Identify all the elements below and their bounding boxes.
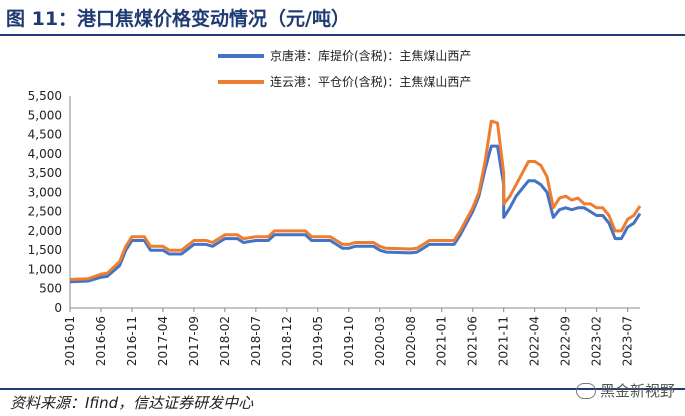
series-layer [69, 119, 642, 284]
x-tick-label: 2019-10 [342, 316, 356, 366]
x-tick-label: 2018-07 [249, 316, 263, 366]
x-tick-label: 2023-07 [621, 316, 635, 366]
x-tick-label: 2016-01 [63, 316, 77, 366]
x-tick-label: 2019-05 [311, 316, 325, 366]
y-tick-label: 2,000 [28, 224, 62, 238]
y-tick-label: 5,500 [28, 89, 62, 103]
x-tick-label: 2017-04 [156, 316, 170, 366]
y-tick-label: 4,000 [28, 147, 62, 161]
x-tick-label: 2021-06 [466, 316, 480, 366]
x-tick-label: 2018-12 [280, 316, 294, 366]
x-tick-label: 2022-04 [528, 316, 542, 366]
x-tick-label: 2023-02 [590, 316, 604, 366]
legend-label: 京唐港：库提价(含税)：主焦煤山西产 [270, 48, 471, 63]
y-tick-label: 3,000 [28, 185, 62, 199]
x-tick-label: 2016-11 [125, 316, 139, 366]
watermark-text: 黑金新视野 [599, 382, 675, 400]
x-tick-label: 2022-09 [559, 316, 573, 366]
legend-label: 连云港：平仓价(含税)：主焦煤山西产 [270, 74, 471, 89]
series-line [69, 119, 642, 281]
series-line [69, 144, 642, 284]
chart-title: 图 11：港口焦煤价格变动情况（元/吨） [6, 8, 350, 30]
x-tick-label: 2020-03 [373, 316, 387, 366]
y-tick-label: 4,500 [28, 128, 62, 142]
y-tick-label: 3,500 [28, 166, 62, 180]
y-tick-label: 2,500 [28, 205, 62, 219]
source-divider [0, 388, 685, 390]
y-tick-label: 0 [54, 301, 62, 315]
axes: 0 500 1,000 1,500 2,000 2,500 3,000 3,500 4,000 4… [28, 89, 640, 366]
source-note: 资料来源：Ifind，信达证券研发中心 [10, 394, 254, 412]
x-tick-label: 2021-01 [435, 316, 449, 366]
y-tick-label: 1,500 [28, 243, 62, 257]
title-bar: 图 11：港口焦煤价格变动情况（元/吨） [0, 0, 685, 36]
y-tick-label: 5,000 [28, 108, 62, 122]
x-tick-label: 2018-02 [218, 316, 232, 366]
x-tick-label: 2016-06 [94, 316, 108, 366]
wechat-icon [575, 382, 596, 399]
x-tick-label: 2020-08 [404, 316, 418, 366]
y-tick-label: 500 [39, 282, 62, 296]
watermark: 黑金新视野 [575, 380, 675, 401]
x-tick-label: 2017-09 [187, 316, 201, 366]
y-tick-label: 1,000 [28, 262, 62, 276]
x-tick-label: 2021-11 [497, 316, 511, 366]
